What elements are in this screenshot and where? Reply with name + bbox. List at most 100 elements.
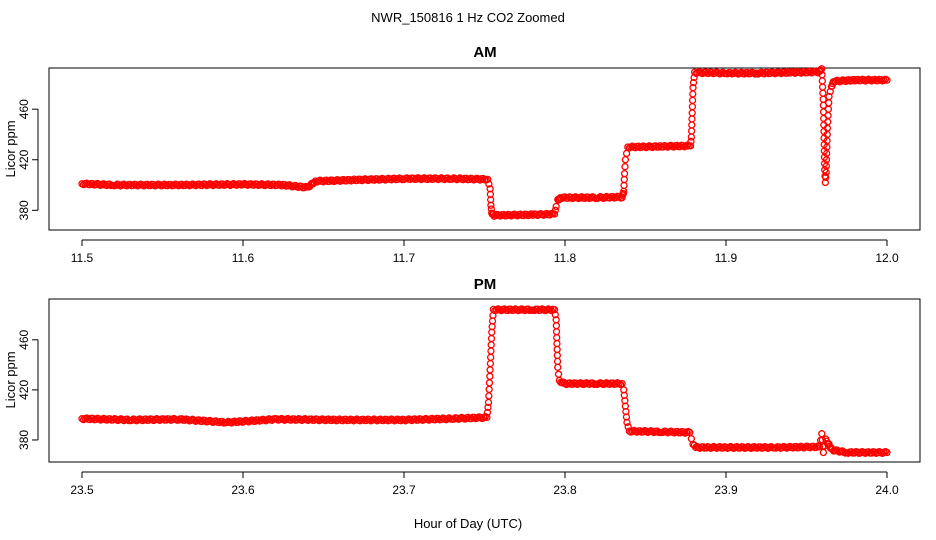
am-data-point xyxy=(688,96,697,104)
am-data-point xyxy=(824,111,832,120)
panel-pm-frame xyxy=(48,298,921,463)
am-data-point xyxy=(552,202,560,211)
pm-data-point xyxy=(552,322,560,330)
panel-pm-ylabel: Licor ppm xyxy=(3,351,18,408)
am-data-point xyxy=(818,77,826,85)
am-data-point xyxy=(824,105,833,113)
pm-data-point xyxy=(486,372,494,381)
pm-data-point xyxy=(553,345,561,354)
pm-data-point xyxy=(554,363,562,372)
am-data-point xyxy=(620,169,629,178)
am-data-point xyxy=(819,95,827,103)
pm-y-tick-label: 460 xyxy=(17,329,31,349)
am-data-point xyxy=(819,89,827,97)
am-data-point xyxy=(618,194,626,202)
am-x-tick-label: 12.0 xyxy=(875,251,899,265)
am-x-tick-label: 11.9 xyxy=(715,251,738,265)
pm-data-point xyxy=(883,448,891,457)
pm-data-point xyxy=(487,353,495,361)
panel-pm-x-axis: 23.5 23.6 23.7 23.8 23.9 24.0 xyxy=(70,471,899,497)
am-data-point xyxy=(686,142,695,150)
pm-y-tick-label: 380 xyxy=(17,430,31,450)
am-data-point xyxy=(824,118,832,126)
am-data-point xyxy=(818,83,827,91)
pm-x-tick-label: 23.8 xyxy=(553,483,577,497)
am-data-point xyxy=(825,92,833,101)
am-data-point xyxy=(620,181,628,190)
am-data-point xyxy=(484,175,492,183)
pm-x-tick-label: 23.9 xyxy=(714,483,738,497)
pm-data-point xyxy=(485,385,493,394)
pm-data-point xyxy=(623,418,631,427)
pm-data-point xyxy=(815,443,824,451)
panel-am-frame xyxy=(48,67,921,231)
pm-data-point xyxy=(553,351,561,360)
am-data-point xyxy=(621,163,629,171)
figure-title: NWR_150816 1 Hz CO2 Zoomed xyxy=(371,10,565,25)
pm-x-tick-label: 23.6 xyxy=(231,483,255,497)
am-data-point xyxy=(485,180,493,188)
am-x-tick-label: 11.8 xyxy=(554,251,577,265)
am-data-point xyxy=(883,76,891,84)
pm-data-point xyxy=(484,403,492,412)
pm-data-point xyxy=(486,366,494,374)
pm-y-tick-label: 420 xyxy=(17,380,31,400)
am-data-point xyxy=(620,175,628,184)
am-data-point xyxy=(821,178,829,187)
am-data-point xyxy=(688,121,696,129)
am-data-point xyxy=(682,142,690,150)
pm-data-point xyxy=(553,339,561,348)
panel-am: AM Licor ppm 11.5 11.6 11.7 11.8 11.9 12.0 38… xyxy=(3,44,921,265)
pm-data-point xyxy=(819,448,828,457)
pm-data-point xyxy=(550,306,559,314)
pm-x-tick-label: 23.5 xyxy=(70,483,94,497)
pm-x-tick-label: 23.7 xyxy=(392,483,416,497)
am-data-point xyxy=(689,78,698,87)
pm-data-point xyxy=(812,443,820,452)
pm-data-point xyxy=(552,328,561,336)
panel-pm: PM Licor ppm 23.5 23.6 23.7 23.8 23.9 24.0 38… xyxy=(3,276,921,497)
am-x-tick-label: 11.6 xyxy=(232,251,255,265)
am-data-point xyxy=(689,84,697,92)
panel-am-ylabel: Licor ppm xyxy=(3,120,18,177)
am-y-tick-label: 460 xyxy=(17,99,31,119)
pm-data-point xyxy=(483,413,491,422)
pm-data-point xyxy=(487,341,495,349)
am-data-point xyxy=(689,90,697,98)
panel-pm-y-axis: 380 420 460 xyxy=(17,329,39,450)
am-x-tick-label: 11.5 xyxy=(71,251,94,265)
am-data-point xyxy=(688,115,696,123)
panel-pm-title: PM xyxy=(474,276,497,293)
am-data-point xyxy=(551,206,559,214)
pm-data-point xyxy=(485,379,494,387)
pm-data-point xyxy=(818,430,826,438)
am-data-point xyxy=(825,99,833,107)
am-data-point xyxy=(487,201,495,209)
pm-data-point xyxy=(553,333,561,342)
am-y-tick-label: 380 xyxy=(17,200,31,220)
am-data-point xyxy=(310,178,318,187)
pm-data-point xyxy=(554,370,563,378)
panel-am-y-axis: 380 420 460 xyxy=(17,99,39,220)
pm-data-point xyxy=(553,357,562,366)
panel-am-x-axis: 11.5 11.6 11.7 11.8 11.9 12.0 xyxy=(71,239,899,265)
panel-pm-points xyxy=(78,305,891,458)
pm-data-point xyxy=(486,359,495,368)
am-data-point xyxy=(550,210,559,218)
panel-am-points xyxy=(78,65,891,220)
am-data-point xyxy=(687,137,695,146)
pm-data-point xyxy=(547,306,556,315)
panel-am-title: AM xyxy=(473,44,496,61)
am-data-point xyxy=(688,109,696,117)
pm-data-point xyxy=(487,334,496,343)
pm-data-point xyxy=(487,347,495,355)
pm-data-point xyxy=(551,311,559,319)
pm-data-point xyxy=(485,392,493,400)
x-axis-label: Hour of Day (UTC) xyxy=(414,516,522,531)
am-data-point xyxy=(687,127,696,135)
am-x-tick-label: 11.7 xyxy=(393,251,416,265)
pm-data-point xyxy=(483,408,492,417)
am-data-point xyxy=(880,76,888,84)
am-data-point xyxy=(688,103,697,111)
